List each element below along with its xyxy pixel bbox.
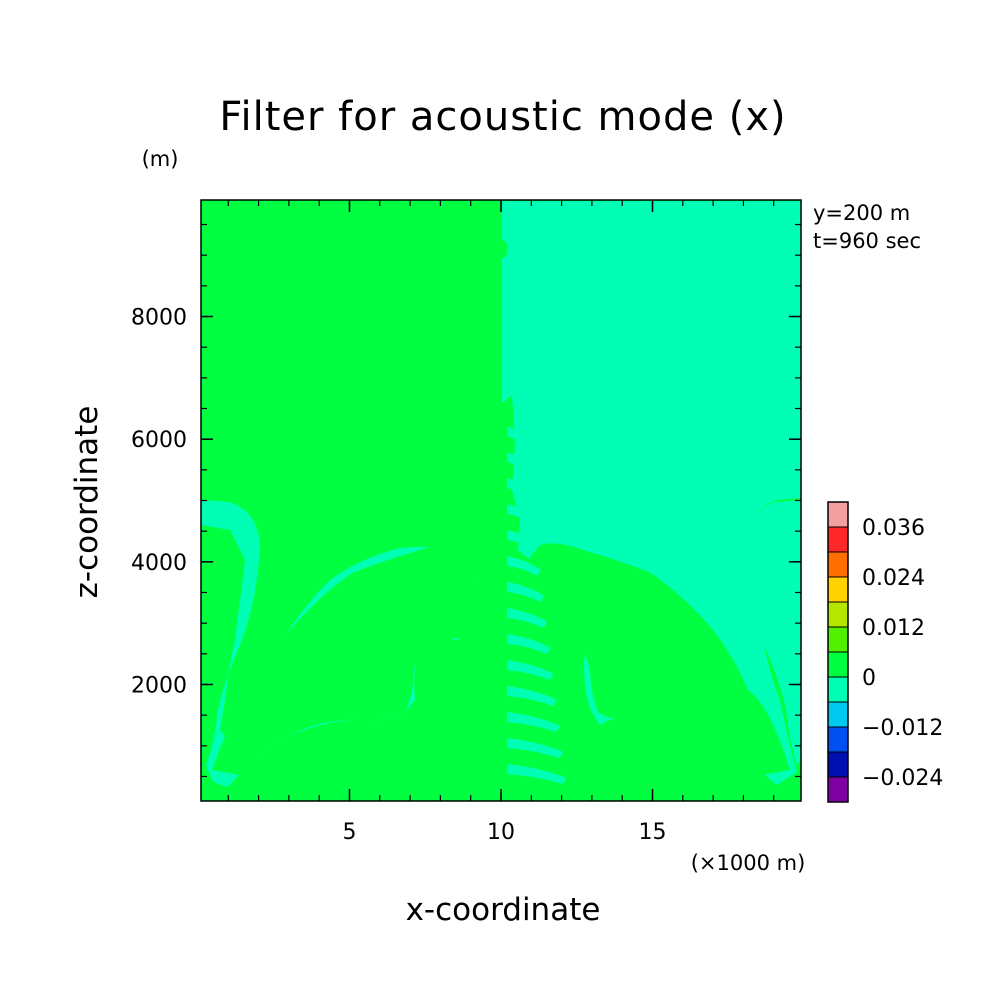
fishbone-rib-right	[507, 478, 532, 498]
colorbar-tick-label: 0.036	[862, 516, 925, 541]
fishbone-rib-right	[507, 764, 567, 784]
region-negative-right-inner	[528, 543, 790, 775]
x-unit-label: (×1000 m)	[691, 851, 806, 875]
fishbone-rib-right	[507, 738, 564, 758]
y-tick-label: 6000	[131, 428, 187, 453]
fishbone-rib-right	[507, 660, 554, 680]
colorbar-swatch	[827, 576, 849, 603]
fishbone-rib-left	[479, 420, 497, 440]
fishbone-rib-left	[469, 498, 497, 518]
colorbar-swatch	[827, 751, 849, 778]
x-axis-label: x-coordinate	[406, 892, 601, 928]
fishbone-rib-right	[507, 608, 548, 628]
fishbone-rib-left	[447, 680, 497, 700]
fishbone-rib-left	[437, 758, 497, 778]
annotation-t: t=960 sec	[813, 229, 921, 253]
colorbar-swatch	[827, 776, 849, 803]
central-feature	[437, 240, 567, 800]
colorbar-swatch	[827, 551, 849, 578]
colorbar-swatch	[827, 651, 849, 678]
fishbone-rib-left	[463, 550, 497, 570]
colorbar-swatch	[827, 501, 849, 528]
colorbar-swatch	[827, 601, 849, 628]
region-negative-left-inner	[212, 543, 480, 775]
fishbone-rib-right	[507, 426, 525, 446]
y-axis-ticks: 2000 4000 6000 8000	[131, 306, 801, 698]
x-tick-label: 15	[639, 820, 667, 845]
annotation-y: y=200 m	[813, 201, 910, 225]
x-tick-label: 5	[342, 820, 356, 845]
fishbone-rib-left	[450, 654, 497, 674]
colorbar: −0.024 −0.012 0 0.012 0.024 0.036	[827, 501, 943, 803]
fishbone-rib-left	[466, 524, 497, 544]
plot-area: 5 10 15 2000 4000 6000 8000	[131, 199, 802, 845]
fishbone-rib-left	[440, 732, 497, 752]
colorbar-swatch	[827, 701, 849, 728]
fishbone-rib-left	[453, 628, 497, 648]
fishbone-rib-right	[507, 686, 557, 706]
upper-bubble	[497, 240, 507, 258]
colorbar-tick-label: 0.024	[862, 566, 925, 591]
fishbone-rib-left	[459, 576, 497, 596]
colorbar-tick-label: −0.024	[862, 766, 943, 791]
region-negative	[502, 201, 801, 785]
x-tick-label: 10	[487, 820, 515, 845]
central-ridge	[497, 402, 507, 800]
colorbar-swatch	[827, 676, 849, 703]
colorbar-tick-label: −0.012	[862, 716, 943, 741]
fishbone-rib-left	[456, 602, 497, 622]
fishbone-rib-right	[507, 530, 538, 550]
chart-title: Filter for acoustic mode (x)	[219, 94, 786, 140]
colorbar-swatch	[827, 526, 849, 553]
y-unit-label: (m)	[142, 147, 179, 171]
colorbar-tick-label: 0	[862, 666, 876, 691]
region-negative-right-edge	[744, 500, 801, 765]
fishbone-rib-left	[472, 472, 497, 492]
y-axis-label: z-coordinate	[69, 406, 105, 599]
fishbone-rib-right	[507, 504, 535, 524]
y-tick-label: 2000	[131, 673, 187, 698]
fishbone-rib-right	[507, 452, 529, 472]
fishbone-rib-right	[507, 712, 561, 732]
fishbone-rib-left	[443, 706, 497, 726]
fishbone-rib-right	[507, 634, 551, 654]
colorbar-swatch	[827, 726, 849, 753]
colorbar-frame	[827, 501, 849, 803]
y-tick-label: 8000	[131, 306, 187, 331]
x-axis-ticks: 5 10 15	[342, 200, 667, 845]
fishbone-rib-right	[507, 556, 541, 576]
y-tick-label: 4000	[131, 551, 187, 576]
fishbone-rib-left	[475, 446, 497, 466]
colorbar-tick-label: 0.012	[862, 616, 925, 641]
minor-ticks	[201, 200, 801, 801]
colorbar-swatch	[827, 626, 849, 653]
fishbone-rib-right	[507, 582, 545, 602]
